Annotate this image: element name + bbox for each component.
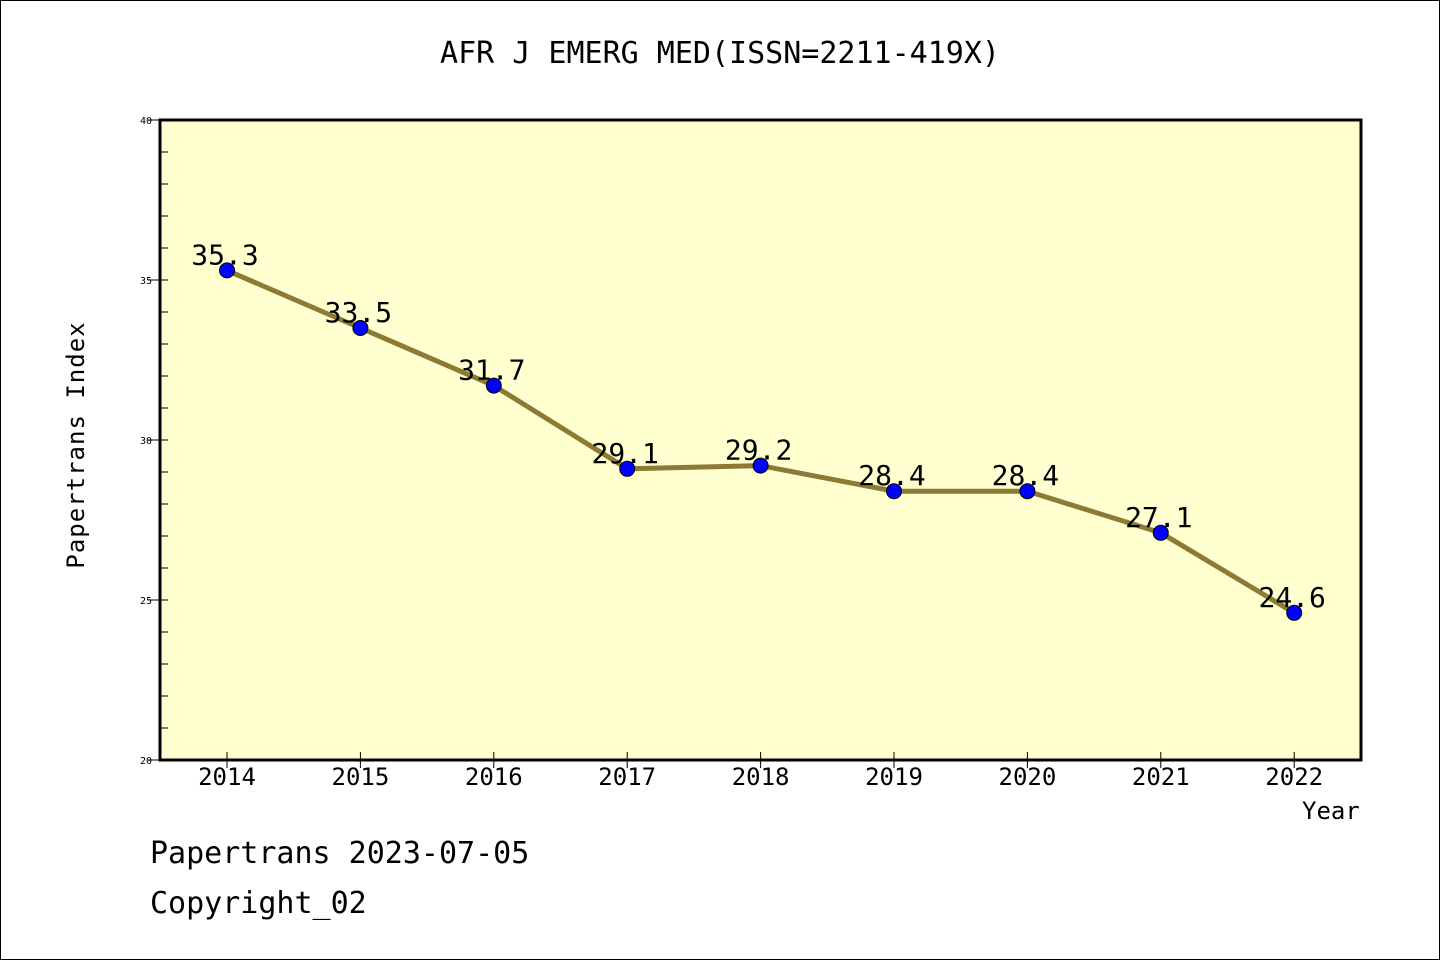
chart-title: AFR J EMERG MED(ISSN=2211-419X) (440, 36, 1000, 71)
data-labels: 35.3 33.5 31.7 29.1 29.2 28.4 28.4 27.1 24.6 (191, 238, 1326, 613)
data-point (1019, 483, 1036, 500)
plot-area (158, 118, 1363, 762)
series-layer (219, 262, 1303, 621)
data-point (1152, 524, 1169, 541)
data-point (1286, 604, 1303, 621)
x-tick-label: 2016 (465, 763, 523, 791)
x-tick-label: 2017 (598, 763, 656, 791)
data-label: 28.4 (858, 459, 925, 492)
data-point (886, 483, 902, 500)
x-axis-label: Year (1302, 797, 1360, 825)
data-label: 29.1 (591, 437, 658, 470)
data-label: 33.5 (325, 296, 392, 329)
y-tick-label: 30 (140, 436, 152, 447)
x-tick-label: 2019 (865, 763, 923, 791)
y-tick-label: 20 (140, 756, 152, 767)
axis-ticks: 20 25 30 35 40 2014 2015 2016 2017 2018 2019 2020 20… (140, 116, 1323, 791)
x-tick-label: 2021 (1132, 763, 1190, 791)
x-tick-label: 2020 (999, 763, 1057, 791)
y-tick-label: 35 (140, 276, 152, 287)
y-tick-label: 25 (140, 596, 152, 607)
data-point (352, 320, 369, 336)
data-label: 35.3 (191, 238, 258, 271)
x-tick-label: 2018 (732, 763, 790, 791)
data-point (219, 262, 235, 279)
y-axis-label: Papertrans Index (62, 321, 90, 569)
x-tick-label: 2015 (332, 763, 390, 791)
x-tick-label: 2014 (198, 763, 256, 791)
data-point (485, 377, 502, 394)
data-label: 24.6 (1258, 581, 1325, 614)
data-point (619, 460, 636, 477)
data-label: 29.2 (725, 434, 792, 467)
footer-date: Papertrans 2023-07-05 (150, 836, 530, 871)
data-label: 28.4 (992, 459, 1059, 492)
footer-copyright: Copyright_02 (150, 886, 367, 921)
data-point (752, 457, 769, 474)
y-tick-label: 40 (140, 116, 152, 127)
data-label: 31.7 (458, 354, 525, 387)
data-label: 27.1 (1125, 501, 1192, 534)
x-tick-label: 2022 (1265, 763, 1323, 791)
